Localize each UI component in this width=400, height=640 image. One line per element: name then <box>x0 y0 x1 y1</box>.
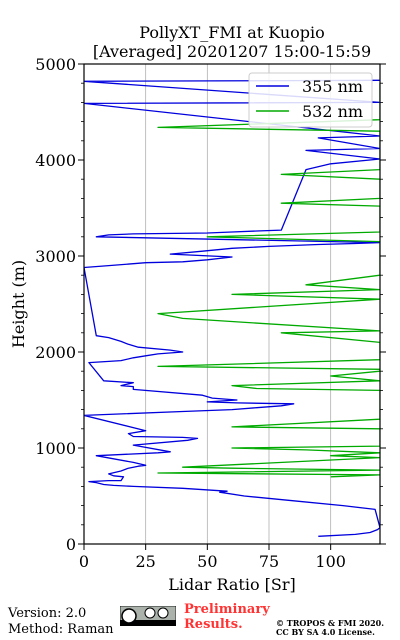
copyright-notice: © TROPOS & FMI 2020. CC BY SA 4.0 Licens… <box>276 619 384 637</box>
y-tick-label: 3000 <box>35 247 76 266</box>
plot-frame <box>83 63 381 545</box>
version-text: Version: 2.0 <box>8 606 87 621</box>
y-tick-label: 5000 <box>35 55 76 74</box>
copyright-line2: CC BY SA 4.0 License. <box>276 627 375 637</box>
preliminary-line1: Preliminary <box>184 602 270 617</box>
y-axis-label: Height (m) <box>9 260 28 348</box>
y-tick-label: 4000 <box>35 151 76 170</box>
copyright-line1: © TROPOS & FMI 2020. <box>276 618 385 628</box>
y-tick-label: 2000 <box>35 343 76 362</box>
preliminary-notice: Preliminary Results. <box>184 602 270 632</box>
y-tick-label: 0 <box>66 535 76 554</box>
x-axis-label: Lidar Ratio [Sr] <box>168 575 296 594</box>
cc-license-badge-icon <box>120 606 176 626</box>
series-group <box>84 79 380 537</box>
x-tick-label: 100 <box>315 552 346 571</box>
footer-version-block: Version: 2.0 Method: Raman <box>8 606 114 638</box>
legend-label-532: 532 nm <box>302 102 363 121</box>
legend-label-355: 355 nm <box>302 77 363 96</box>
method-text: Method: Raman <box>8 622 114 637</box>
preliminary-line2: Results. <box>184 617 243 632</box>
grid-lines <box>145 64 332 544</box>
chart-title-line1: PollyXT_FMI at Kuopio <box>139 23 325 42</box>
x-tick-label: 0 <box>79 552 89 571</box>
series-line-1 <box>157 83 380 478</box>
series-line-0 <box>84 79 380 537</box>
y-tick-label: 1000 <box>35 439 76 458</box>
x-tick-label: 25 <box>135 552 155 571</box>
legend: 355 nm 532 nm <box>248 72 373 128</box>
chart-title-line2: [Averaged] 20201207 15:00-15:59 <box>93 42 371 61</box>
x-tick-label: 50 <box>197 552 217 571</box>
lidar-ratio-chart: PollyXT_FMI at Kuopio [Averaged] 2020120… <box>9 23 386 594</box>
x-tick-label: 75 <box>259 552 279 571</box>
